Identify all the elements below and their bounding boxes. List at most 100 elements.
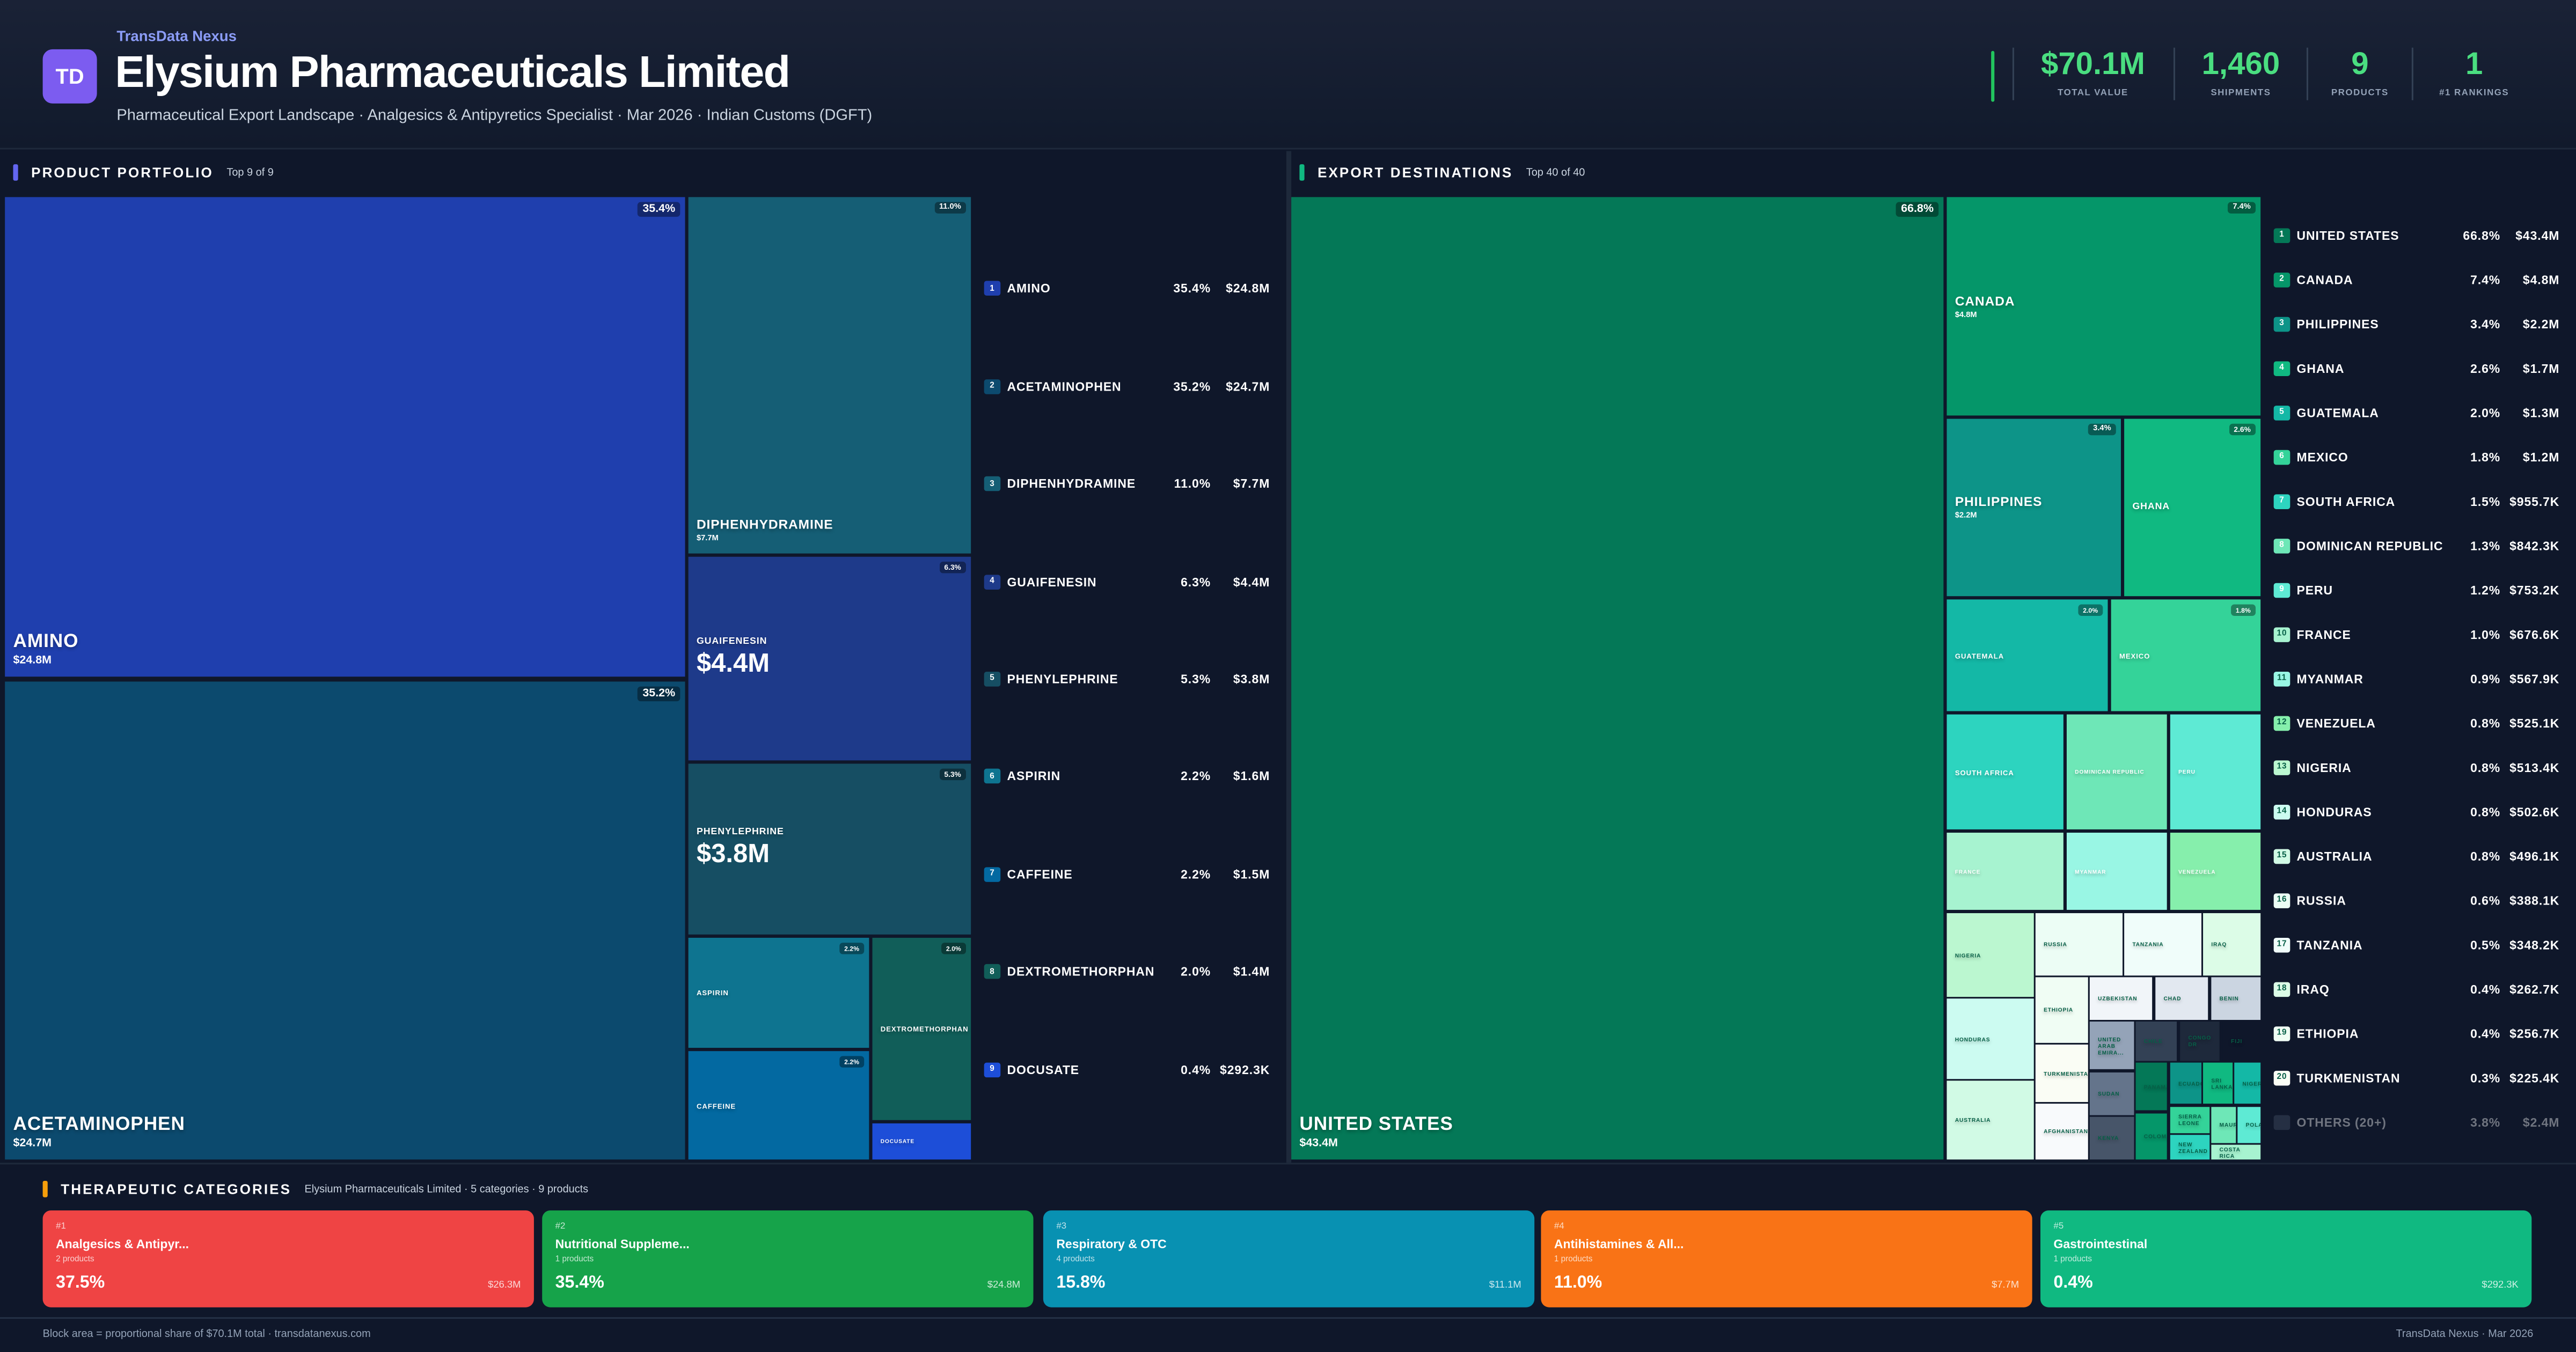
- list-item[interactable]: 6 MEXICO 1.8% $1.2M: [2273, 435, 2563, 479]
- treemap-tile-congo-dr[interactable]: CONGO DR: [2180, 1022, 2220, 1061]
- list-item[interactable]: 8 DEXTROMETHORPHAN 2.0% $1.4M: [984, 923, 1274, 1021]
- treemap-tile-diphenhydramine[interactable]: DIPHENHYDRAMINE $7.7M 11.0%: [688, 197, 971, 554]
- rank-badge: 11: [2273, 671, 2290, 686]
- list-item-value: $24.7M: [1226, 379, 1270, 394]
- treemap-tile-canada[interactable]: CANADA $4.8M 7.4%: [1946, 197, 2261, 416]
- treemap-tile-united-states[interactable]: UNITED STATES $43.4M 66.8%: [1291, 197, 1944, 1160]
- treemap-tile-amino[interactable]: AMINO $24.8M 35.4%: [5, 197, 685, 677]
- category-card-respiratory-otc[interactable]: #3 Respiratory & OTC 4 products 15.8% $11.1M: [1043, 1210, 1535, 1307]
- list-item[interactable]: 4 GUAIFENESIN 6.3% $4.4M: [984, 533, 1274, 630]
- treemap-tile-turkmenistan[interactable]: TURKMENISTAN: [2035, 1044, 2088, 1103]
- list-item[interactable]: 16 RUSSIA 0.6% $388.1K: [2273, 878, 2563, 922]
- list-item[interactable]: 4 GHANA 2.6% $1.7M: [2273, 346, 2563, 390]
- treemap-tile-mexico[interactable]: MEXICO 1.8%: [2111, 599, 2261, 711]
- treemap-tile-united-arab-emira[interactable]: UNITED ARAB EMIRA...: [2089, 1022, 2134, 1069]
- list-item[interactable]: 1 UNITED STATES 66.8% $43.4M: [2273, 212, 2563, 257]
- list-item[interactable]: 9 PERU 1.2% $753.2K: [2273, 568, 2563, 612]
- treemap-tile-iraq[interactable]: IRAQ: [2203, 913, 2261, 976]
- treemap-tile-venezuela[interactable]: VENEZUELA: [2170, 833, 2261, 910]
- list-item[interactable]: 13 NIGERIA 0.8% $513.4K: [2273, 745, 2563, 789]
- rank-badge: 8: [984, 964, 1001, 980]
- tile-label: RUSSIA: [2044, 941, 2067, 948]
- treemap-tile-guaifenesin[interactable]: GUAIFENESIN $4.4M 6.3%: [688, 556, 971, 761]
- treemap-tile-mauritius[interactable]: MAURITIUS: [2211, 1107, 2236, 1143]
- treemap-tile-russia[interactable]: RUSSIA: [2035, 913, 2123, 976]
- treemap-tile-sudan[interactable]: SUDAN: [2089, 1072, 2134, 1115]
- category-card-nutritional-suppleme[interactable]: #2 Nutritional Suppleme... 1 products 35.4%…: [542, 1210, 1034, 1307]
- treemap-tile-costa-rica[interactable]: COSTA RICA: [2211, 1144, 2261, 1160]
- list-item[interactable]: 5 PHENYLEPHRINE 5.3% $3.8M: [984, 630, 1274, 728]
- list-item[interactable]: 19 ETHIOPIA 0.4% $256.7K: [2273, 1011, 2563, 1055]
- category-product-count: 1 products: [1554, 1254, 1593, 1265]
- treemap-tile-chile[interactable]: CHILE: [2135, 1022, 2177, 1061]
- list-item-name: DEXTROMETHORPHAN: [1007, 964, 1155, 980]
- list-item[interactable]: 18 IRAQ 0.4% $262.7K: [2273, 967, 2563, 1011]
- treemap-tile-kenya[interactable]: KENYA: [2089, 1116, 2134, 1160]
- treemap-tile-aspirin[interactable]: ASPIRIN 2.2%: [688, 937, 869, 1048]
- treemap-tile-ecuador[interactable]: ECUADOR: [2170, 1062, 2202, 1104]
- treemap-tile-australia[interactable]: AUSTRALIA: [1946, 1081, 2034, 1160]
- treemap-tile-guatemala[interactable]: GUATEMALA 2.0%: [1946, 599, 2108, 711]
- treemap-tile-honduras[interactable]: HONDURAS: [1946, 998, 2034, 1079]
- list-item-value: $348.2K: [2509, 937, 2560, 952]
- list-item[interactable]: 7 SOUTH AFRICA 1.5% $955.7K: [2273, 479, 2563, 523]
- list-item[interactable]: 6 ASPIRIN 2.2% $1.6M: [984, 728, 1274, 826]
- category-card-antihistamines-all[interactable]: #4 Antihistamines & All... 1 products 11.0%…: [1541, 1210, 2032, 1307]
- treemap-tile-fiji[interactable]: FIJI: [2222, 1022, 2261, 1061]
- list-item[interactable]: 2 ACETAMINOPHEN 35.2% $24.7M: [984, 337, 1274, 435]
- list-item-value: $2.2M: [2522, 316, 2560, 331]
- treemap-tile-benin[interactable]: BENIN: [2211, 977, 2261, 1020]
- treemap-tile-tanzania[interactable]: TANZANIA: [2124, 913, 2202, 976]
- treemap-tile-dominican-republic[interactable]: DOMINICAN REPUBLIC: [2066, 714, 2167, 829]
- category-rank: #5: [2053, 1222, 2064, 1232]
- list-item-share: 2.0%: [1181, 964, 1211, 980]
- treemap-tile-sierra-leone[interactable]: SIERRA LEONE: [2170, 1107, 2210, 1134]
- list-item[interactable]: 11 MYANMAR 0.9% $567.9K: [2273, 656, 2563, 701]
- divider: [0, 1163, 2576, 1165]
- list-item[interactable]: 1 AMINO 35.4% $24.8M: [984, 240, 1274, 337]
- list-item[interactable]: 12 VENEZUELA 0.8% $525.1K: [2273, 701, 2563, 745]
- tile-value: $4.8M: [1955, 311, 1977, 320]
- list-item[interactable]: 2 CANADA 7.4% $4.8M: [2273, 257, 2563, 302]
- list-item-share: 1.2%: [2470, 582, 2501, 597]
- treemap-tile-myanmar[interactable]: MYANMAR: [2066, 833, 2167, 910]
- list-item[interactable]: 17 TANZANIA 0.5% $348.2K: [2273, 922, 2563, 967]
- treemap-tile-south-africa[interactable]: SOUTH AFRICA: [1946, 714, 2063, 829]
- list-item[interactable]: 15 AUSTRALIA 0.8% $496.1K: [2273, 834, 2563, 878]
- list-item[interactable]: OTHERS (20+) 3.8% $2.4M: [2273, 1099, 2563, 1144]
- category-card-analgesics-antipyr[interactable]: #1 Analgesics & Antipyr... 2 products 37.5%…: [42, 1210, 534, 1307]
- treemap-tile-niger[interactable]: NIGER: [2234, 1062, 2261, 1104]
- list-item[interactable]: 10 FRANCE 1.0% $676.6K: [2273, 612, 2563, 656]
- treemap-tile-peru[interactable]: PERU: [2170, 714, 2261, 829]
- treemap-tile-chad[interactable]: CHAD: [2155, 977, 2208, 1020]
- treemap-tile-philippines[interactable]: PHILIPPINES $2.2M 3.4%: [1946, 418, 2121, 597]
- treemap-tile-afghanistan[interactable]: AFGHANISTAN: [2035, 1104, 2088, 1160]
- treemap-tile-nigeria[interactable]: NIGERIA: [1946, 913, 2034, 997]
- list-item[interactable]: 3 PHILIPPINES 3.4% $2.2M: [2273, 302, 2563, 346]
- rank-badge: 18: [2273, 981, 2290, 996]
- treemap-tile-phenylephrine[interactable]: PHENYLEPHRINE $3.8M 5.3%: [688, 763, 971, 935]
- treemap-tile-panama[interactable]: PANAMA: [2135, 1062, 2167, 1111]
- list-item[interactable]: 9 DOCUSATE 0.4% $292.3K: [984, 1021, 1274, 1119]
- treemap-tile-ethiopia[interactable]: ETHIOPIA: [2035, 977, 2088, 1043]
- list-item[interactable]: 3 DIPHENHYDRAMINE 11.0% $7.7M: [984, 435, 1274, 533]
- treemap-tile-poland[interactable]: POLAND: [2237, 1107, 2261, 1143]
- treemap-tile-sri-lanka[interactable]: SRI LANKA: [2203, 1062, 2233, 1104]
- treemap-tile-new-zealand[interactable]: NEW ZEALAND: [2170, 1135, 2210, 1160]
- list-item[interactable]: 7 CAFFEINE 2.2% $1.5M: [984, 826, 1274, 923]
- treemap-tile-uzbekistan[interactable]: UZBEKISTAN: [2089, 977, 2153, 1020]
- treemap-tile-acetaminophen[interactable]: ACETAMINOPHEN $24.7M 35.2%: [5, 681, 685, 1160]
- tile-share-badge: 35.4%: [638, 202, 680, 217]
- list-item[interactable]: 8 DOMINICAN REPUBLIC 1.3% $842.3K: [2273, 523, 2563, 568]
- treemap-tile-docusate[interactable]: DOCUSATE: [872, 1123, 971, 1160]
- list-item[interactable]: 5 GUATEMALA 2.0% $1.3M: [2273, 390, 2563, 435]
- treemap-tile-colombia[interactable]: COLOMBIA: [2135, 1113, 2167, 1160]
- treemap-tile-france[interactable]: FRANCE: [1946, 833, 2063, 910]
- treemap-tile-ghana[interactable]: GHANA 2.6%: [2124, 418, 2261, 597]
- list-item[interactable]: 14 HONDURAS 0.8% $502.6K: [2273, 789, 2563, 834]
- treemap-tile-dextromethorphan[interactable]: DEXTROMETHORPHAN 2.0%: [872, 937, 971, 1120]
- category-product-count: 2 products: [56, 1254, 94, 1265]
- treemap-tile-caffeine[interactable]: CAFFEINE 2.2%: [688, 1051, 869, 1160]
- category-card-gastrointestinal[interactable]: #5 Gastrointestinal 1 products 0.4% $292.3K: [2040, 1210, 2532, 1307]
- list-item[interactable]: 20 TURKMENISTAN 0.3% $225.4K: [2273, 1055, 2563, 1100]
